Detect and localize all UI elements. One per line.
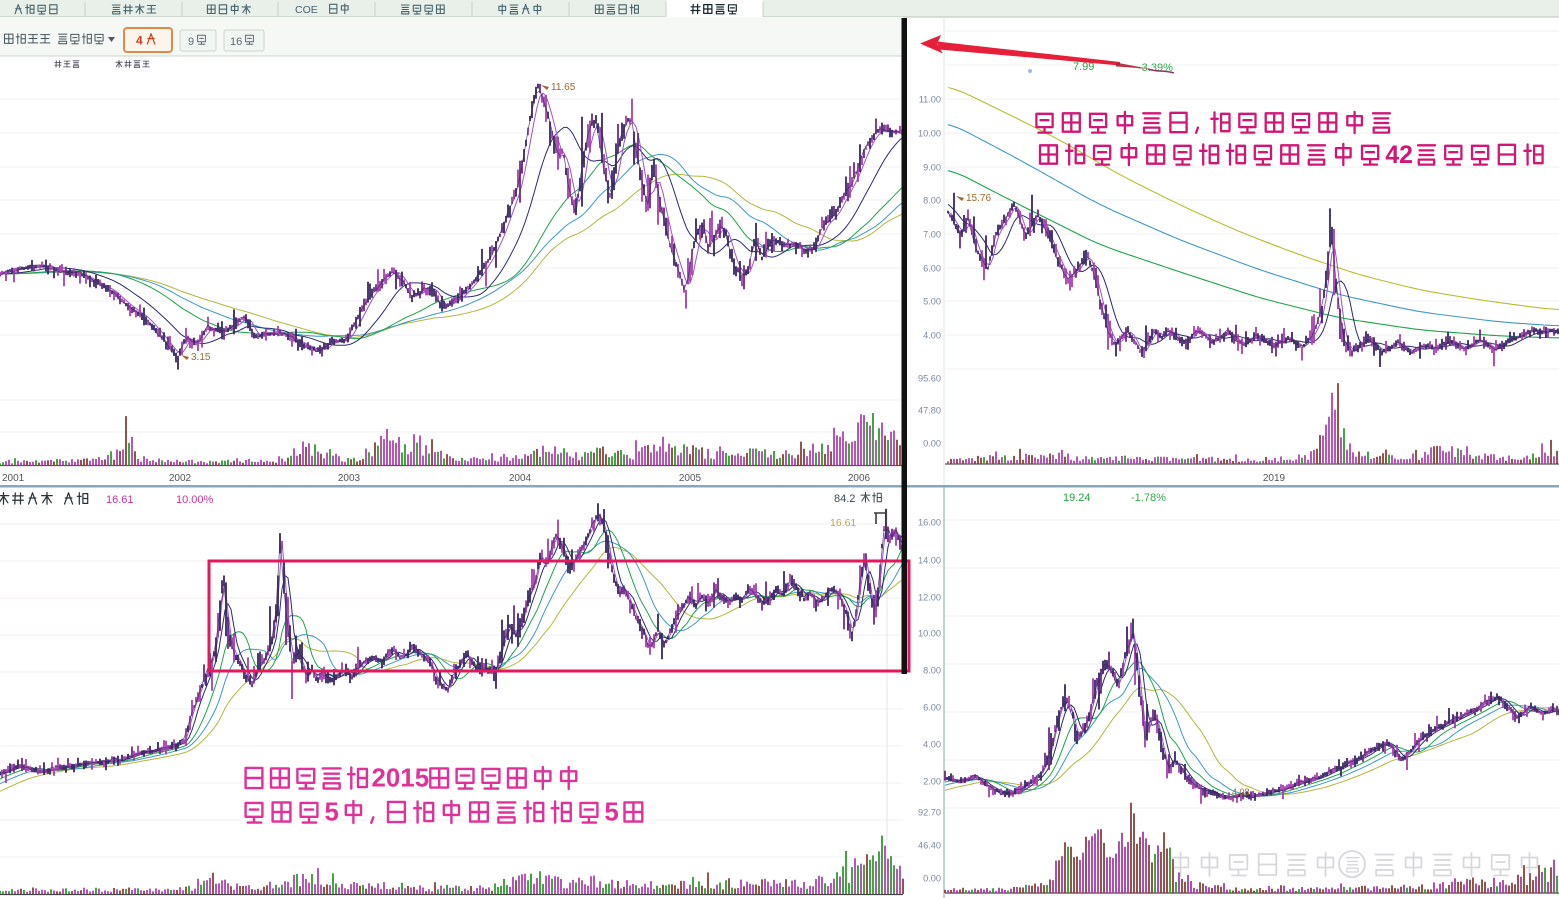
svg-text:5.00: 5.00 bbox=[923, 297, 941, 307]
svg-text:2002: 2002 bbox=[169, 473, 192, 484]
svg-text:42: 42 bbox=[1385, 142, 1413, 169]
svg-text:11.65: 11.65 bbox=[551, 82, 576, 93]
svg-text:10.00: 10.00 bbox=[918, 129, 941, 139]
svg-text:8.00: 8.00 bbox=[923, 196, 941, 206]
svg-text:2005: 2005 bbox=[679, 473, 702, 484]
svg-text:2001: 2001 bbox=[2, 473, 25, 484]
svg-text:16: 16 bbox=[230, 36, 242, 48]
svg-text:4.08: 4.08 bbox=[1232, 787, 1250, 797]
svg-text:5: 5 bbox=[604, 799, 618, 827]
svg-text:2003: 2003 bbox=[338, 473, 361, 484]
svg-text:95.60: 95.60 bbox=[918, 374, 941, 384]
svg-text:10.00%: 10.00% bbox=[176, 494, 214, 506]
svg-text:7.99: 7.99 bbox=[1073, 61, 1094, 73]
svg-text:2.00: 2.00 bbox=[923, 777, 941, 787]
svg-text:6.00: 6.00 bbox=[923, 264, 941, 274]
svg-text:9: 9 bbox=[188, 36, 194, 48]
svg-text:4.00: 4.00 bbox=[923, 331, 941, 341]
svg-text:2006: 2006 bbox=[848, 473, 871, 484]
svg-text:14.00: 14.00 bbox=[918, 556, 941, 566]
svg-text:47.80: 47.80 bbox=[918, 406, 941, 416]
svg-text:16.61: 16.61 bbox=[830, 517, 856, 529]
svg-text:12.00: 12.00 bbox=[918, 593, 941, 603]
svg-text:16.61: 16.61 bbox=[106, 494, 134, 506]
svg-text:15.76: 15.76 bbox=[966, 193, 991, 204]
svg-text:84.2: 84.2 bbox=[834, 493, 855, 505]
svg-text:-1.78%: -1.78% bbox=[1131, 492, 1166, 504]
svg-text:0.00: 0.00 bbox=[923, 439, 941, 449]
svg-text:4: 4 bbox=[136, 34, 143, 48]
svg-text:16.00: 16.00 bbox=[918, 518, 941, 528]
svg-text:2004: 2004 bbox=[509, 473, 532, 484]
svg-text:2019: 2019 bbox=[1263, 473, 1286, 484]
svg-text:11.00: 11.00 bbox=[919, 95, 941, 105]
svg-text:92.70: 92.70 bbox=[918, 808, 941, 818]
svg-text:6.00: 6.00 bbox=[923, 703, 941, 713]
svg-text:46.40: 46.40 bbox=[918, 841, 941, 851]
svg-text:9.00: 9.00 bbox=[923, 163, 941, 173]
svg-text:4.00: 4.00 bbox=[923, 740, 941, 750]
svg-text:COE: COE bbox=[295, 4, 318, 16]
svg-text:5: 5 bbox=[325, 799, 339, 827]
svg-text:3.15: 3.15 bbox=[191, 352, 211, 363]
svg-text:2015: 2015 bbox=[372, 765, 430, 793]
svg-text:8.00: 8.00 bbox=[923, 666, 941, 676]
svg-text:0.00: 0.00 bbox=[923, 874, 941, 884]
svg-text:7.00: 7.00 bbox=[923, 230, 941, 240]
svg-text:19.24: 19.24 bbox=[1063, 492, 1091, 504]
svg-text:10.00: 10.00 bbox=[918, 629, 941, 639]
